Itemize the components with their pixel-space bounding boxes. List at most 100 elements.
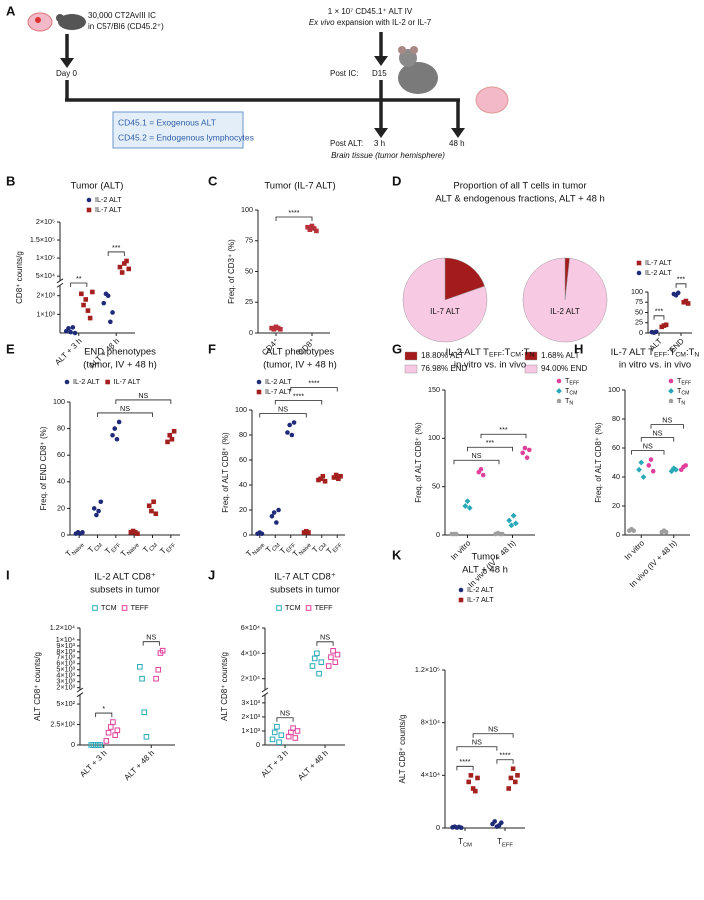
- y-axis-label: Freq. of ALT CD8⁺ (%): [221, 432, 230, 513]
- text-part: T: [677, 396, 682, 405]
- text-part: CM: [675, 351, 686, 358]
- data-point: [466, 779, 471, 785]
- data-point: [79, 291, 84, 297]
- data-point: [271, 510, 277, 515]
- y-axis-label: Freq. of CD3⁺ (%): [227, 239, 236, 304]
- significance-bracket: [675, 283, 687, 288]
- legend-label: TEFF: [565, 376, 579, 387]
- data-point: [314, 650, 320, 657]
- significance-label: ***: [486, 438, 495, 447]
- data-point: [83, 297, 89, 302]
- data-point: [139, 675, 145, 682]
- y-tick-label: 20: [239, 505, 247, 514]
- legend-label: 1.68% ALT: [541, 351, 580, 360]
- significance-label: NS: [146, 633, 156, 642]
- y-tick-label: 1.2×10⁴: [50, 623, 75, 632]
- y-tick-label: 60: [239, 455, 247, 464]
- y-tick-label: 20: [57, 503, 65, 512]
- significance-bracket: [275, 216, 313, 221]
- data-point: [278, 732, 285, 738]
- data-point: [510, 512, 517, 519]
- data-point: [271, 729, 278, 736]
- text-part: EFF: [165, 542, 177, 554]
- text-part: N: [681, 401, 685, 407]
- data-point: [336, 476, 341, 482]
- data-point: [110, 432, 115, 438]
- significance-bracket: [97, 412, 153, 417]
- data-point: [107, 724, 114, 730]
- y-tick-label: 75: [245, 236, 253, 245]
- data-point: [631, 528, 636, 533]
- schematic-text: Ex vivo: [309, 18, 335, 27]
- text-part: T: [264, 545, 274, 555]
- data-point: [683, 298, 689, 304]
- legend-marker: [121, 605, 128, 611]
- data-point: [112, 732, 118, 738]
- x-tick-label: TCM: [86, 538, 104, 556]
- text-part: T: [311, 545, 321, 555]
- data-point: [137, 663, 143, 670]
- significance-label: NS: [488, 725, 498, 734]
- data-point: [141, 709, 148, 716]
- arrowhead: [451, 128, 465, 138]
- data-point: [287, 422, 292, 428]
- legend-marker: [256, 379, 262, 385]
- significance-label: ***: [655, 307, 664, 316]
- pie-label: IL-2 ALT: [550, 307, 580, 316]
- data-point: [520, 450, 525, 456]
- schematic-text: in C57/Bl6 (CD45.2⁺): [88, 22, 164, 31]
- data-point: [155, 666, 162, 673]
- text-part: N: [569, 401, 573, 407]
- data-point: [117, 264, 123, 270]
- data-point: [473, 788, 478, 794]
- data-point: [119, 270, 125, 275]
- y-tick-label: 9×10³: [56, 641, 75, 650]
- significance-bracket: [274, 400, 323, 405]
- data-point: [269, 736, 276, 743]
- data-point: [72, 330, 78, 336]
- x-tick-label: ALT + 3 h: [78, 749, 109, 780]
- data-point: [70, 325, 76, 330]
- text-part: :T: [686, 347, 695, 358]
- data-point: [663, 529, 669, 535]
- significance-label: ****: [288, 208, 299, 217]
- data-point: [169, 436, 175, 442]
- y-tick-label: 4×10⁴: [421, 770, 440, 779]
- legend-label: IL-2 ALT: [265, 377, 292, 386]
- chart-title: in vitro vs. in vivo: [619, 360, 691, 371]
- y-tick-label: 2×10³: [241, 712, 260, 721]
- text-part: N: [529, 351, 534, 358]
- key-text: CD45.2 = Endogenous lymphocytes: [118, 132, 254, 142]
- chart-title: Tumor: [471, 552, 498, 563]
- x-tick-label: TCM: [141, 538, 159, 556]
- data-point: [101, 300, 107, 306]
- data-point: [334, 651, 341, 658]
- legend-marker: [636, 270, 642, 276]
- legend-marker: [305, 605, 312, 611]
- significance-bracket: [453, 459, 500, 465]
- schematic-text: D15: [372, 69, 387, 78]
- data-point: [506, 517, 513, 524]
- significance-label: NS: [120, 404, 130, 413]
- legend-marker: [458, 587, 464, 593]
- text-part: CM: [510, 351, 521, 358]
- significance-label: NS: [138, 391, 148, 400]
- arrowhead: [374, 56, 388, 66]
- y-axis-label: Freq. of ALT CD8⁺ (%): [594, 422, 603, 503]
- x-tick-label: TEFF: [158, 538, 177, 557]
- data-point: [126, 266, 132, 272]
- data-point: [105, 729, 112, 736]
- brain-icon: [475, 86, 509, 114]
- significance-label: ****: [499, 751, 510, 760]
- x-tick-label: TEFF: [325, 538, 344, 557]
- text-part: CM: [93, 542, 104, 553]
- y-tick-label: 50: [245, 266, 253, 275]
- legend-label: TCM: [677, 386, 689, 397]
- data-point: [331, 475, 337, 480]
- data-point: [333, 472, 339, 478]
- y-tick-label: 20: [612, 501, 620, 510]
- panel-label: J: [208, 567, 215, 582]
- x-tick-label: TCM: [311, 538, 329, 556]
- y-tick-label: 80: [57, 424, 65, 433]
- y-tick-label: 0: [639, 328, 643, 337]
